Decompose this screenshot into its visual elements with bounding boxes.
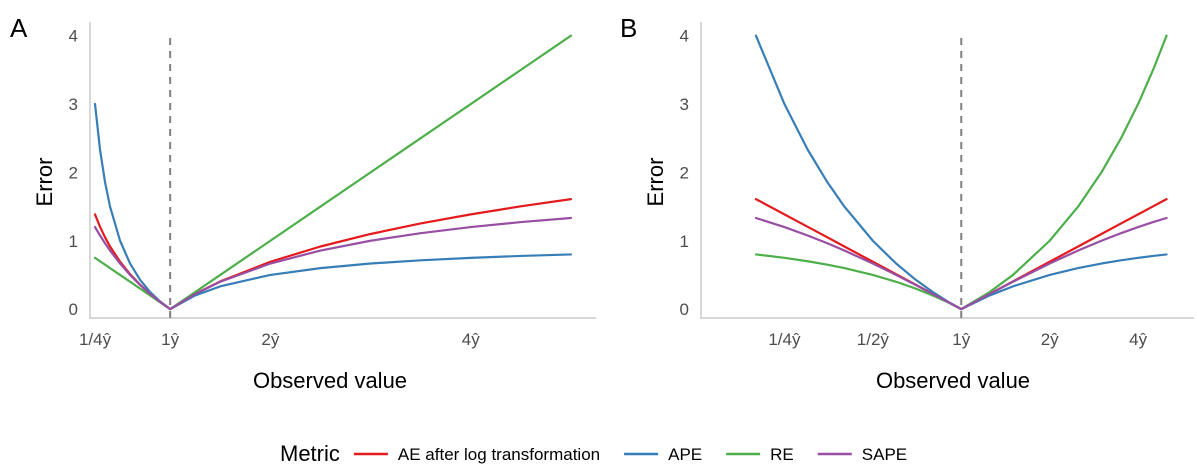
panel-b-x-tick-label: 4ŷ (1129, 330, 1147, 349)
panel-b-y-tick-label: 2 (680, 163, 689, 182)
panel-b-y-tick-label: 0 (680, 300, 689, 319)
panel-b-y-axis-title: Error (643, 158, 668, 207)
legend-label-ae-after-log-transformation: AE after log transformation (398, 445, 600, 464)
legend-title: Metric (280, 441, 340, 466)
panel-b-y-tick-label: 1 (680, 232, 689, 251)
panel-b-y-tick-label: 3 (680, 95, 689, 114)
legend-label-ape: APE (668, 445, 702, 464)
panel-a-series-re (93, 34, 573, 311)
panel-a-y-axis-title: Error (32, 158, 57, 207)
panel-b-x-tick-label: 1ŷ (952, 330, 970, 349)
panel-a-y-tick-label: 0 (69, 300, 78, 319)
legend: Metric AE after log transformation APE RE S… (280, 441, 907, 466)
panel-a-x-tick-label: 2ŷ (261, 330, 279, 349)
panel-b-x-axis-title: Observed value (876, 368, 1030, 393)
panel-a-y-tick-label: 3 (69, 95, 78, 114)
legend-label-sape: SAPE (862, 445, 907, 464)
panel-b-x-tick-label: 2ŷ (1041, 330, 1059, 349)
panel-b-x-tick-label: 1/2ŷ (857, 330, 890, 349)
panel-a-y-tick-label: 4 (69, 27, 78, 46)
panel-b-tag: B (620, 13, 637, 43)
panel-a-x-tick-label: 4ŷ (462, 330, 480, 349)
legend-label-re: RE (770, 445, 794, 464)
panel-a-series-sape (93, 216, 573, 311)
panel-a-x-tick-label: 1/4ŷ (79, 330, 112, 349)
panel-a-x-tick-label: 1ŷ (161, 330, 179, 349)
panel-a-x-axis-title: Observed value (253, 368, 407, 393)
panel-b-x-tick-label: 1/4ŷ (768, 330, 801, 349)
panel-a-y-tick-label: 2 (69, 163, 78, 182)
panel-a-tag: A (10, 13, 28, 43)
panel-a-series-ae-after-log-transformation (93, 198, 573, 311)
panel-b-series-sape (754, 216, 1168, 311)
panel-a-series-ape (93, 102, 573, 311)
panel-a: A Error Observed value 0 1 2 3 4 1/4ŷ 1ŷ 2ŷ 4ŷ (10, 13, 596, 393)
panel-b-series-ae-after-log-transformation (754, 198, 1168, 311)
panel-b-y-tick-label: 4 (680, 27, 689, 46)
panel-b: B Error Observed value 0 1 2 3 4 1/4ŷ 1/2ŷ 1ŷ 2ŷ… (620, 13, 1194, 393)
panel-a-y-tick-label: 1 (69, 232, 78, 251)
